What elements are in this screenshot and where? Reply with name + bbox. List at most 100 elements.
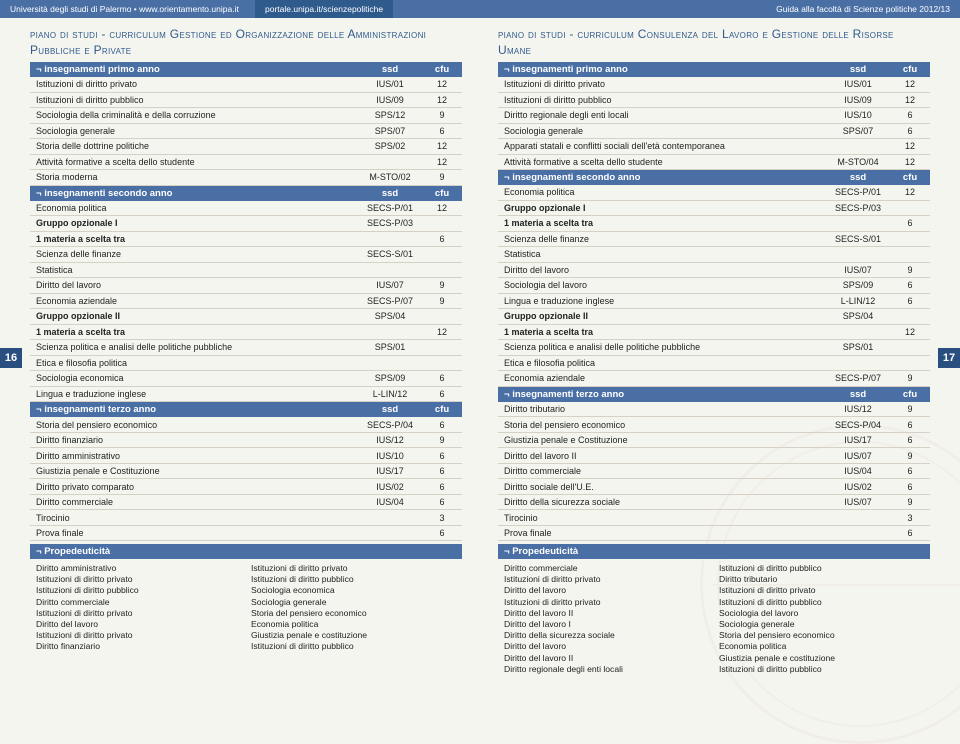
course-ssd: IUS/02 [826,479,890,495]
table-row: Gruppo opzionale ISECS-P/03 [498,200,930,216]
course-name: Istituzioni di diritto privato [498,77,826,92]
course-cfu: 6 [890,216,930,232]
course-ssd: SECS-P/07 [358,293,422,309]
course-cfu: 12 [890,185,930,200]
course-cfu: 12 [422,154,462,170]
table-row: Sociologia generaleSPS/076 [30,123,462,139]
course-name: Diritto amministrativo [30,448,358,464]
table-row: Tirocinio3 [498,510,930,526]
table-row: Attività formative a scelta dello studen… [30,154,462,170]
course-name: Gruppo opzionale II [30,309,358,325]
table-row: Sociologia generaleSPS/076 [498,123,930,139]
course-ssd: IUS/04 [358,494,422,510]
course-ssd: IUS/12 [358,432,422,448]
list-item: Istituzioni di diritto pubblico [719,663,924,674]
list-item: Diritto del lavoro [504,641,709,652]
course-ssd: IUS/01 [358,77,422,92]
table-row: Diritto commercialeIUS/046 [498,463,930,479]
course-name: Diritto tributario [498,402,826,417]
table-row: Tirocinio3 [30,510,462,526]
course-cfu [890,355,930,371]
list-item: Sociologia economica [251,585,456,596]
course-cfu [422,340,462,356]
table-row: Istituzioni di diritto pubblicoIUS/0912 [498,92,930,108]
course-ssd: IUS/10 [358,448,422,464]
course-ssd: IUS/07 [826,494,890,510]
course-ssd [358,154,422,170]
list-item: Diritto del lavoro II [504,652,709,663]
table-row: Giustizia penale e CostituzioneIUS/176 [30,463,462,479]
table-row: Scienza delle finanzeSECS-S/01 [30,247,462,263]
course-cfu: 9 [890,402,930,417]
table-row: 1 materia a scelta tra6 [498,216,930,232]
list-item: Economia politica [719,641,924,652]
table-row: Storia del pensiero economicoSECS-P/046 [498,417,930,433]
course-ssd: SECS-S/01 [358,247,422,263]
table-row: Apparati statali e conflitti sociali del… [498,139,930,155]
table-row: Diritto sociale dell'U.E.IUS/026 [498,479,930,495]
list-item: Diritto del lavoro [36,618,241,629]
course-ssd: M-STO/04 [826,154,890,170]
course-name: Economia aziendale [30,293,358,309]
section-ssd: ssd [826,62,890,77]
course-cfu: 9 [890,371,930,387]
section-label: insegnamenti terzo anno [30,402,358,418]
table-row: Scienza politica e analisi delle politic… [30,340,462,356]
course-cfu: 9 [422,293,462,309]
table-row: 1 materia a scelta tra6 [30,231,462,247]
course-ssd: SPS/04 [826,309,890,325]
course-cfu: 12 [890,92,930,108]
course-cfu: 6 [890,293,930,309]
course-name: Istituzioni di diritto privato [30,77,358,92]
course-name: 1 materia a scelta tra [498,324,826,340]
course-cfu: 12 [422,139,462,155]
list-item: Giustizia penale e costituzione [719,652,924,663]
table-row: Istituzioni di diritto pubblicoIUS/0912 [30,92,462,108]
course-cfu: 6 [422,479,462,495]
course-name: Gruppo opzionale I [30,216,358,232]
course-name: Storia delle dottrine politiche [30,139,358,155]
course-ssd [358,231,422,247]
list-item: Diritto del lavoro II [504,607,709,618]
course-cfu: 6 [422,123,462,139]
course-cfu: 3 [422,510,462,526]
list-item: Storia del pensiero economico [251,607,456,618]
section-cfu: cfu [422,402,462,418]
topbar-left: Università degli studi di Palermo • www.… [0,4,249,14]
course-name: Scienza delle finanze [30,247,358,263]
course-name: Scienza politica e analisi delle politic… [498,340,826,356]
list-item: Istituzioni di diritto pubblico [719,596,924,607]
list-item: Istituzioni di diritto pubblico [251,574,456,585]
course-name: Tirocinio [498,510,826,526]
course-ssd: SPS/09 [826,278,890,294]
column-left: piano di studi - curriculum Gestione ed … [30,26,462,677]
section-cfu: cfu [422,62,462,77]
column-right: piano di studi - curriculum Consulenza d… [498,26,930,677]
list-item: Istituzioni di diritto privato [504,574,709,585]
course-cfu [890,247,930,263]
course-name: Storia del pensiero economico [30,417,358,432]
course-cfu: 6 [890,123,930,139]
course-ssd: IUS/01 [826,77,890,92]
course-cfu: 6 [890,525,930,541]
course-cfu: 6 [422,494,462,510]
table-row: Economia politicaSECS-P/0112 [498,185,930,200]
table-row: Storia modernaM-STO/029 [30,170,462,186]
course-ssd: SPS/02 [358,139,422,155]
course-ssd: SECS-P/01 [358,201,422,216]
course-name: Diritto della sicurezza sociale [498,494,826,510]
course-name: Lingua e traduzione inglese [30,386,358,402]
course-cfu: 6 [890,432,930,448]
course-ssd: SECS-P/03 [826,200,890,216]
course-ssd: SECS-P/03 [358,216,422,232]
course-name: 1 materia a scelta tra [30,324,358,340]
table-row: Diritto del lavoroIUS/079 [498,262,930,278]
course-ssd: SPS/04 [358,309,422,325]
list-item: Sociologia generale [719,618,924,629]
course-cfu: 12 [890,139,930,155]
course-name: Diritto privato comparato [30,479,358,495]
course-ssd: L-LIN/12 [358,386,422,402]
table-row: Sociologia economicaSPS/096 [30,371,462,387]
table-row: Economia aziendaleSECS-P/079 [30,293,462,309]
course-ssd: M-STO/02 [358,170,422,186]
